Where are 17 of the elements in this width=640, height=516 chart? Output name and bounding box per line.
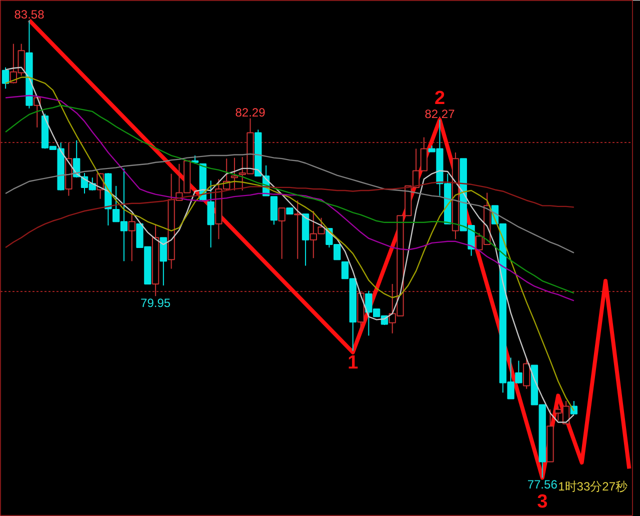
- annotation: 79.95: [140, 296, 171, 310]
- candlestick: [128, 214, 136, 262]
- annotation: 2: [434, 88, 446, 109]
- candlestick: [160, 237, 168, 286]
- candlestick: [278, 207, 286, 260]
- annotation: 82.29: [235, 105, 266, 120]
- annotation: 1: [348, 352, 359, 374]
- annotation: 82.27: [424, 106, 456, 121]
- candlestick: [522, 357, 530, 390]
- candlestick: [294, 200, 302, 260]
- annotation: 77.56: [527, 478, 558, 492]
- candlestick: [2, 66, 10, 90]
- annotation: 3: [537, 492, 548, 513]
- candlestick: [207, 180, 214, 248]
- annotation: 83.58: [14, 7, 45, 22]
- candlestick: [230, 157, 238, 191]
- annotation: 1时33分27秒: [558, 480, 628, 494]
